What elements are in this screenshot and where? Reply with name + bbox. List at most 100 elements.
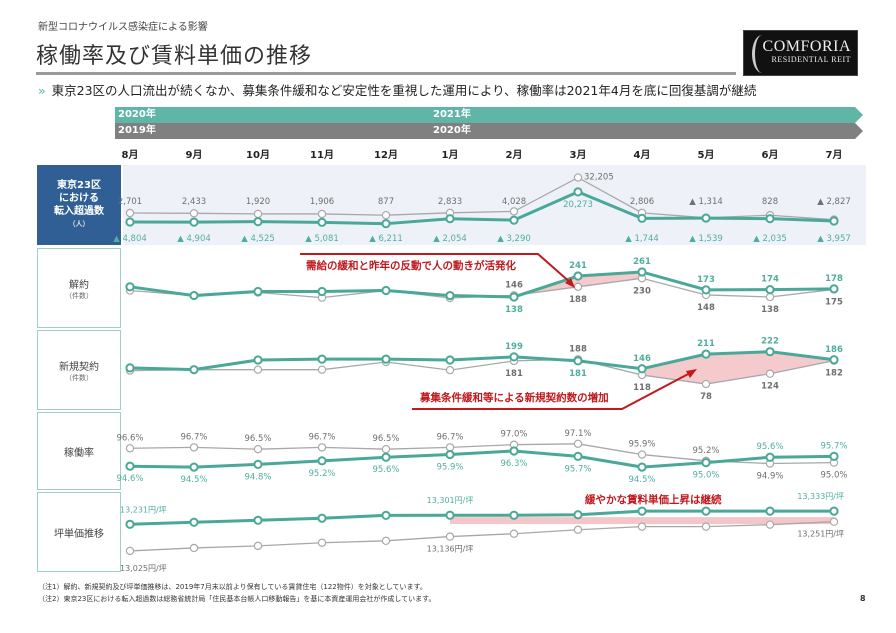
series-line-current bbox=[129, 449, 835, 469]
footnote-2: （注2）東京23区における転入超過数は総務省統計局「住民基本台帳人口移動報告」を… bbox=[38, 595, 436, 603]
data-point bbox=[765, 520, 775, 529]
data-point bbox=[765, 214, 775, 224]
data-point bbox=[253, 515, 263, 525]
data-label: 94.5% bbox=[180, 475, 207, 485]
data-label: ▲ 2,827 bbox=[817, 197, 851, 207]
data-point bbox=[253, 365, 263, 374]
data-label: 96.7% bbox=[180, 432, 207, 442]
data-point bbox=[189, 443, 199, 452]
data-point bbox=[125, 519, 135, 529]
data-point bbox=[253, 355, 263, 365]
data-label: 230 bbox=[633, 286, 651, 296]
data-label: 261 bbox=[633, 257, 651, 267]
data-label: 877 bbox=[378, 197, 394, 207]
data-point bbox=[125, 444, 135, 453]
row-label-unit: （件数） bbox=[65, 291, 93, 300]
data-label: 95.0% bbox=[692, 471, 719, 481]
data-label: ▲ 1,744 bbox=[625, 234, 659, 244]
data-label: 95.7% bbox=[820, 441, 847, 451]
data-label: ▲ 3,957 bbox=[817, 234, 851, 244]
annotation-new-contracts: 募集条件緩和等による新規契約数の増加 bbox=[420, 392, 609, 404]
data-label: ▲ 5,081 bbox=[305, 234, 339, 244]
data-label: 95.7% bbox=[564, 464, 591, 474]
month-label: 12月 bbox=[374, 150, 398, 161]
data-label: 95.6% bbox=[756, 442, 783, 452]
data-label: 211 bbox=[697, 339, 715, 349]
crescent-logo-icon bbox=[752, 35, 772, 73]
data-label: 138 bbox=[761, 305, 779, 315]
data-point bbox=[509, 446, 519, 456]
current-year-next: 2021年 bbox=[433, 109, 471, 120]
row-label-unit: （人） bbox=[68, 220, 90, 228]
data-point bbox=[125, 461, 135, 471]
annotation-arrow-new-contracts bbox=[412, 371, 693, 410]
data-point bbox=[637, 462, 647, 472]
row-label-title: 稼働率 bbox=[64, 447, 94, 459]
data-point bbox=[829, 355, 839, 365]
data-point bbox=[253, 286, 263, 297]
row-label-occupancy: 稼働率 bbox=[37, 412, 121, 490]
data-point bbox=[381, 510, 391, 520]
data-label: 96.7% bbox=[436, 432, 463, 442]
data-point bbox=[189, 462, 199, 472]
data-label: 13,136円/坪 bbox=[427, 545, 474, 554]
data-point bbox=[573, 356, 583, 366]
logo-tagline: RESIDENTIAL REIT bbox=[771, 55, 851, 64]
data-point bbox=[253, 209, 263, 219]
data-label: 1,920 bbox=[246, 197, 270, 207]
data-label: 96.5% bbox=[372, 434, 399, 444]
data-point bbox=[381, 452, 391, 462]
data-label: ▲ 2,035 bbox=[753, 234, 787, 244]
data-label: 222 bbox=[761, 337, 779, 347]
data-point bbox=[317, 456, 327, 466]
data-label: 96.7% bbox=[308, 432, 335, 442]
data-point bbox=[573, 187, 583, 197]
data-label: 13,333円/坪 bbox=[797, 492, 844, 501]
data-label: 146 bbox=[505, 280, 523, 290]
data-point bbox=[765, 285, 775, 295]
data-label: 148 bbox=[697, 303, 715, 313]
data-point bbox=[765, 369, 775, 378]
month-label: 11月 bbox=[310, 150, 334, 161]
data-label: 4,028 bbox=[502, 197, 526, 207]
data-point bbox=[637, 506, 647, 516]
row-label-rent: 坪単価推移 bbox=[37, 492, 121, 572]
data-point bbox=[637, 267, 647, 277]
data-label: 182 bbox=[825, 369, 843, 379]
data-label: 13,231円/坪 bbox=[120, 505, 167, 514]
arrow-tip-icon bbox=[855, 107, 863, 123]
series-line-prior bbox=[129, 521, 835, 552]
data-point bbox=[125, 363, 135, 373]
data-label: 94.9% bbox=[756, 472, 783, 482]
data-point bbox=[765, 347, 775, 357]
data-point bbox=[445, 449, 455, 460]
data-point bbox=[253, 541, 263, 551]
data-point bbox=[381, 444, 391, 454]
data-label: 181 bbox=[505, 369, 523, 379]
data-point bbox=[381, 354, 391, 364]
data-label: ▲ 3,290 bbox=[497, 234, 531, 244]
logo-name: COMFORIA bbox=[762, 38, 851, 55]
data-point bbox=[125, 217, 135, 227]
data-point bbox=[445, 510, 455, 520]
data-label: 95.0% bbox=[820, 471, 847, 481]
row-label-title: 新規契約 bbox=[59, 361, 99, 373]
data-label: 95.9% bbox=[436, 463, 463, 473]
data-label: 13,025円/坪 bbox=[120, 564, 167, 573]
data-point bbox=[125, 546, 135, 556]
data-label: ▲ 4,525 bbox=[241, 234, 275, 244]
data-point bbox=[445, 290, 455, 301]
data-label: 78 bbox=[700, 392, 712, 402]
data-point bbox=[253, 444, 263, 454]
data-label: ▲ 2,054 bbox=[433, 234, 467, 244]
summary-bullet: » 東京23区の人口流出が続くなか、募集条件緩和など安定性を重視した運用により、稼… bbox=[38, 80, 756, 99]
data-point bbox=[573, 282, 583, 292]
data-label: 175 bbox=[825, 297, 843, 307]
data-label: ▲ 1,314 bbox=[689, 197, 723, 207]
data-point bbox=[573, 451, 583, 461]
data-point bbox=[509, 292, 519, 302]
page-number: 8 bbox=[860, 594, 866, 603]
series-line-current bbox=[129, 270, 835, 299]
month-label: 4月 bbox=[633, 150, 651, 161]
